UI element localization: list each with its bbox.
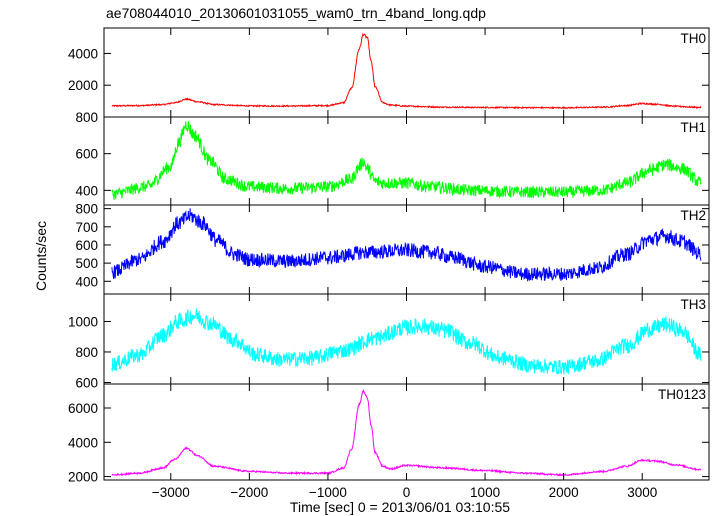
series-line-th0 xyxy=(111,32,702,110)
panel-th3: 600 800 1000 TH3 xyxy=(68,293,710,390)
y-tick-label: 600 xyxy=(75,238,98,253)
series-line-th0123 xyxy=(111,389,702,478)
y-tick-label: 2000 xyxy=(68,78,98,93)
y-tick-label: 400 xyxy=(75,183,98,198)
series-line-th1 xyxy=(111,121,702,200)
y-tick-label: 2000 xyxy=(68,470,98,485)
x-tick-label: 0 xyxy=(403,485,411,500)
panel-th0123: 2000 4000 6000 TH0123 xyxy=(68,383,710,485)
y-tick-label: 4000 xyxy=(68,435,98,450)
y-tick-label: 800 xyxy=(75,202,98,217)
y-tick-label: 800 xyxy=(75,345,98,360)
y-tick-label: 6000 xyxy=(68,401,98,416)
x-tick-label: 2000 xyxy=(549,485,579,500)
y-tick-label: 400 xyxy=(75,274,98,289)
y-tick-label: 600 xyxy=(75,375,98,390)
y-tick-label: 4000 xyxy=(68,46,98,61)
panel-stack: 2000 4000 TH0 400 600 800 TH1 400 500 600 700 800 TH… xyxy=(68,27,710,500)
y-axis-label: Counts/sec xyxy=(33,221,49,291)
panel-name-label: TH0 xyxy=(680,31,706,46)
x-axis-label: Time [sec] 0 = 2013/06/01 03:10:55 xyxy=(290,499,510,515)
x-tick-label: −1000 xyxy=(309,485,347,500)
y-tick-label: 800 xyxy=(75,110,98,125)
panel-frame xyxy=(103,116,710,206)
series-line-th2 xyxy=(111,208,702,283)
series-line-th3 xyxy=(111,308,702,375)
panel-name-label: TH3 xyxy=(680,297,706,312)
y-tick-label: 600 xyxy=(75,147,98,162)
panel-name-label: TH1 xyxy=(680,120,706,135)
x-tick-label: −2000 xyxy=(230,485,268,500)
panel-frame xyxy=(103,27,710,118)
y-tick-label: 1000 xyxy=(68,314,98,329)
x-tick-label: 3000 xyxy=(627,485,657,500)
chart-title: ae708044010_20130601031055_wam0_trn_4ban… xyxy=(106,5,486,21)
x-tick-label: 1000 xyxy=(470,485,500,500)
y-tick-label: 700 xyxy=(75,220,98,235)
panel-th2: 400 500 600 700 800 TH2 xyxy=(75,202,710,295)
panel-frame xyxy=(103,293,710,385)
panel-th1: 400 600 800 TH1 xyxy=(75,110,710,206)
panel-name-label: TH0123 xyxy=(658,387,706,402)
x-tick-label: −3000 xyxy=(152,485,190,500)
y-tick-label: 500 xyxy=(75,256,98,271)
panel-name-label: TH2 xyxy=(680,208,706,223)
panel-th0: 2000 4000 TH0 xyxy=(68,27,710,118)
